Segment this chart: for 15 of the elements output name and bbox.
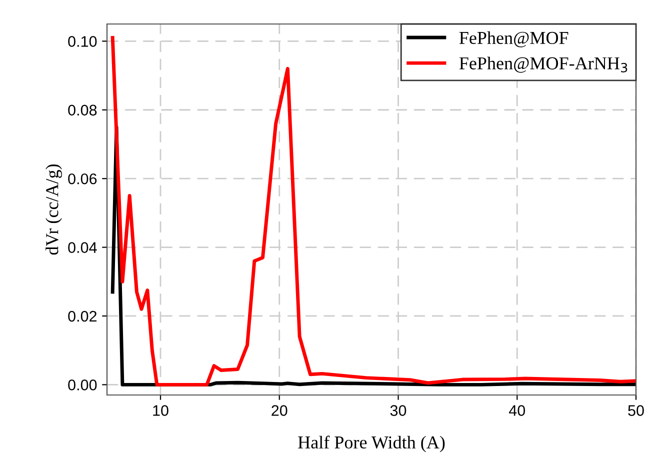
y-tick-label: 0.04 — [68, 242, 97, 253]
x-tick-label: 40 — [508, 405, 526, 416]
x-tick-label: 20 — [272, 405, 288, 416]
y-tick-label: 0.08 — [68, 104, 97, 116]
y-tick-label: 0.00 — [68, 380, 97, 390]
y-tick-label: 0.06 — [68, 173, 97, 184]
legend-label: FePhen@MOF-ArNH$_{3}$ — [459, 56, 628, 73]
x-tick-label: 50 — [628, 405, 644, 416]
y-axis-title: dVr (cc/A/g) — [46, 164, 62, 255]
y-tick-label: 0.02 — [68, 310, 97, 322]
legend-label: FePhen@MOF — [459, 31, 568, 48]
x-tick-label: 30 — [390, 405, 406, 416]
x-axis-title: Half Pore Width (A) — [298, 436, 445, 452]
x-tick-label: 10 — [153, 405, 168, 416]
y-tick-label: 0.10 — [68, 36, 97, 47]
